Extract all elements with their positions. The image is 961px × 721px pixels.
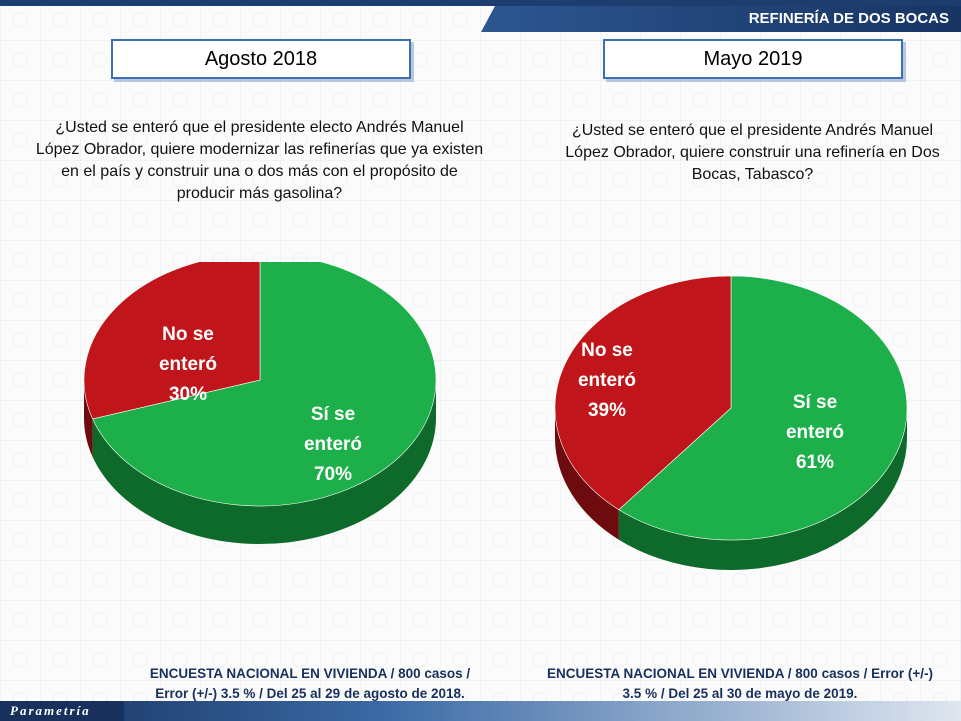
pie-label-no-se-entero: No se enteró 30% bbox=[159, 324, 217, 405]
question-right: ¿Usted se enteró que el presidente André… bbox=[565, 122, 940, 183]
pie-side-1 bbox=[555, 408, 619, 540]
footnote-right-line1: ENCUESTA NACIONAL EN VIVIENDA / 800 caso… bbox=[547, 666, 933, 681]
period-box-left: Agosto 2018 bbox=[111, 39, 411, 79]
bottom-band bbox=[0, 701, 961, 721]
pie-label-si-se-entero: Sí se enteró 70% bbox=[304, 404, 362, 485]
pie-side-0 bbox=[618, 408, 907, 570]
pie-label-si-se-entero: Sí se enteró 61% bbox=[786, 392, 844, 473]
pie-slice-si-se-entero bbox=[92, 262, 437, 507]
header-tab bbox=[481, 6, 961, 32]
pie-chart-agosto-2018: Sí se enteró 70% No se enteró 30% bbox=[83, 262, 437, 544]
parametria-logo: Parametría bbox=[0, 701, 124, 721]
footnote-left: ENCUESTA NACIONAL EN VIVIENDA / 800 caso… bbox=[80, 664, 540, 704]
period-box-right: Mayo 2019 bbox=[603, 39, 903, 79]
pie-side-0 bbox=[92, 380, 437, 544]
pie-slice-si-se-entero bbox=[618, 275, 908, 541]
footnote-left-line2: Error (+/-) 3.5 % / Del 25 al 29 de agos… bbox=[155, 686, 465, 701]
question-left: ¿Usted se enteró que el presidente elect… bbox=[35, 119, 484, 202]
pie-slice-no-se-entero bbox=[554, 275, 732, 511]
header-title: REFINERÍA DE DOS BOCAS bbox=[748, 10, 949, 27]
pie-side-1 bbox=[84, 380, 93, 457]
footnote-left-line1: ENCUESTA NACIONAL EN VIVIENDA / 800 caso… bbox=[149, 666, 471, 681]
pie-slice-no-se-entero bbox=[83, 262, 261, 420]
pie-chart-mayo-2019: Sí se enteró 61% No se enteró 39% bbox=[554, 275, 908, 570]
top-band bbox=[0, 0, 961, 6]
pie-label-no-se-entero: No se enteró 39% bbox=[578, 340, 636, 421]
footnote-right: ENCUESTA NACIONAL EN VIVIENDA / 800 caso… bbox=[510, 664, 961, 704]
footnote-right-line2: 3.5 % / Del 25 al 30 de mayo de 2019. bbox=[622, 686, 858, 701]
